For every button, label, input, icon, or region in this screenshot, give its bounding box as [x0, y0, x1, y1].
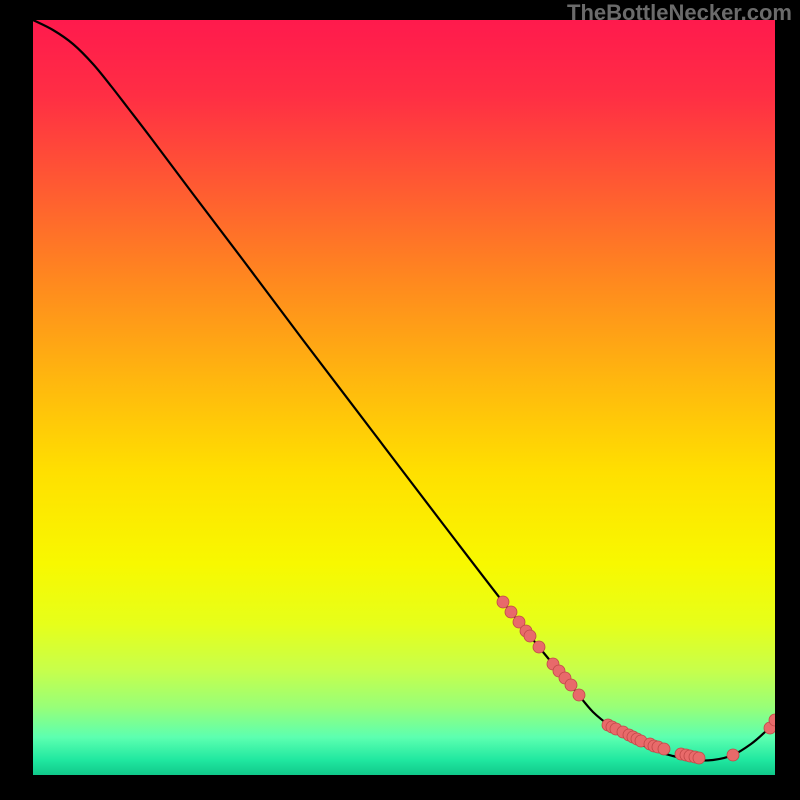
data-marker [658, 743, 670, 755]
data-marker [693, 752, 705, 764]
data-marker [727, 749, 739, 761]
watermark-text: TheBottleNecker.com [567, 0, 792, 26]
data-marker [505, 606, 517, 618]
data-marker [573, 689, 585, 701]
plot-area [33, 20, 775, 775]
data-marker [497, 596, 509, 608]
data-marker [565, 679, 577, 691]
chart-root: TheBottleNecker.com [0, 0, 800, 800]
data-marker [524, 630, 536, 642]
curve-path [33, 20, 775, 761]
bottleneck-curve [33, 20, 775, 775]
data-marker [533, 641, 545, 653]
